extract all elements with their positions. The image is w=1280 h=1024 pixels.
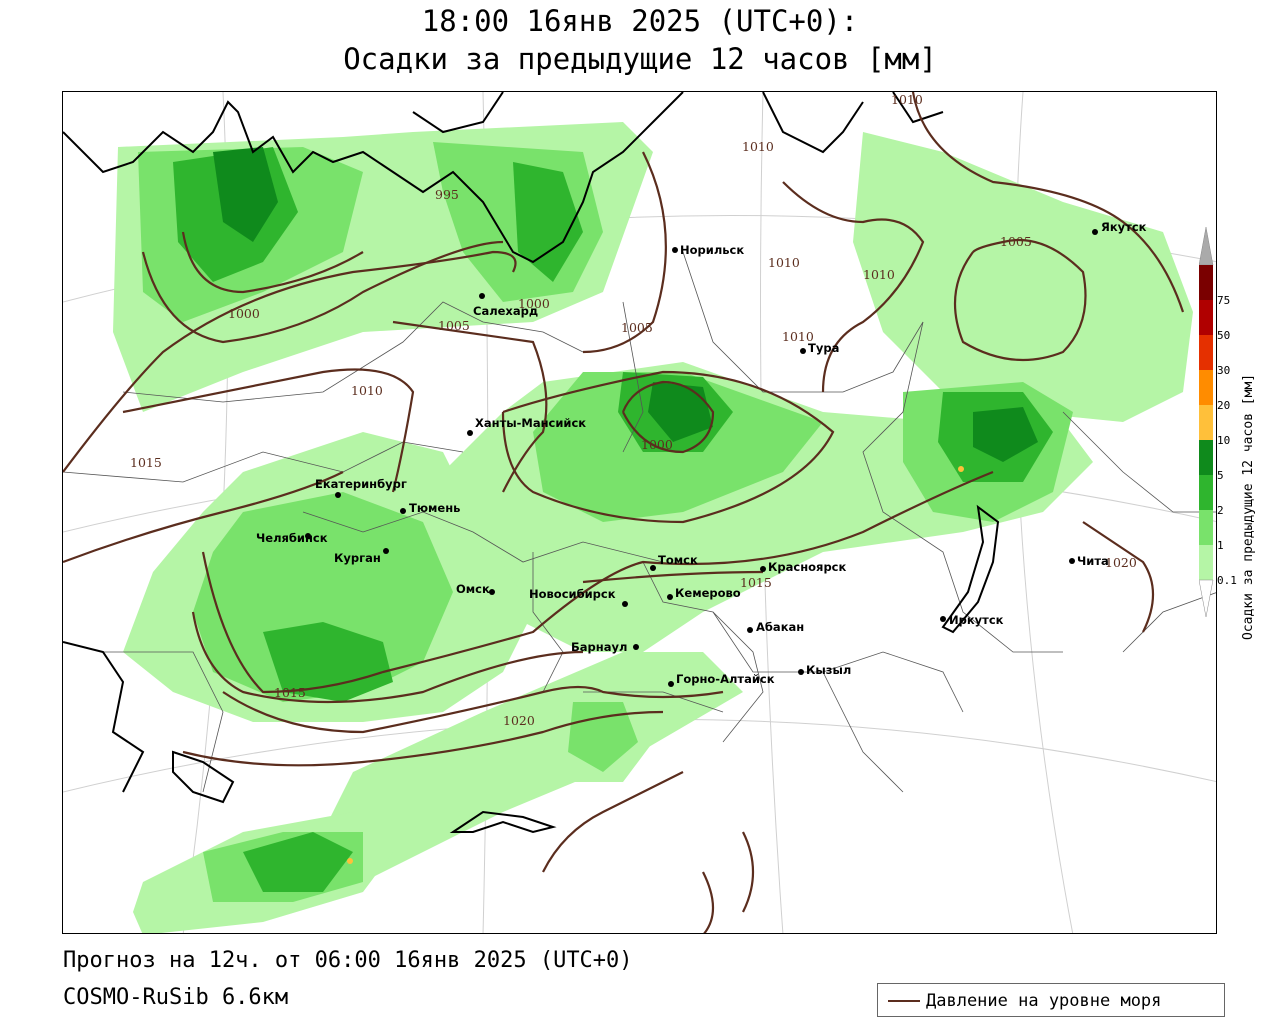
isobar-label: 1010 xyxy=(891,92,923,107)
isobar-label: 1020 xyxy=(1105,555,1137,570)
city-dot xyxy=(940,616,946,622)
isobar-label: 1000 xyxy=(641,437,673,452)
colorbar-tick-label: 0.1 xyxy=(1217,574,1237,587)
city-dot xyxy=(1092,229,1098,235)
city-label: Чита xyxy=(1077,554,1109,568)
city-label: Челябинск xyxy=(256,531,328,545)
isobars xyxy=(63,92,1185,933)
city-dot xyxy=(798,669,804,675)
city-dot xyxy=(1069,558,1075,564)
forecast-map: 995 1000 1000 1000 1005 1005 1005 1010 1… xyxy=(62,91,1217,934)
colorbar-tick-label: 75 xyxy=(1217,294,1230,307)
isobar-label: 1005 xyxy=(1000,234,1032,249)
forecast-info: Прогноз на 12ч. от 06:00 16янв 2025 (UTC… xyxy=(63,948,633,973)
city-dot xyxy=(760,566,766,572)
precip-veryheavy xyxy=(213,147,1038,462)
city-dot xyxy=(479,293,485,299)
city-dot xyxy=(400,508,406,514)
isobar-label: 1015 xyxy=(274,685,306,700)
isobar-label: 1015 xyxy=(740,575,772,590)
city-label: Екатеринбург xyxy=(315,477,407,491)
isobar-label: 1010 xyxy=(742,139,774,154)
colorbar-box xyxy=(1199,265,1213,300)
colorbar-box xyxy=(1199,545,1213,580)
city-label: Ханты-Мансийск xyxy=(475,416,586,430)
colorbar-tick-label: 5 xyxy=(1217,469,1224,482)
city-label: Томск xyxy=(658,553,698,567)
isobar-label: 1000 xyxy=(228,306,260,321)
legend-label: Давление на уровне моря xyxy=(926,991,1162,1011)
colorbar-box xyxy=(1199,510,1213,545)
city-label: Якутск xyxy=(1101,220,1147,234)
coastlines xyxy=(63,92,1000,834)
isobar-label: 1005 xyxy=(438,318,470,333)
city-dot xyxy=(672,247,678,253)
city-label: Иркутск xyxy=(949,613,1004,627)
city-label: Горно-Алтайск xyxy=(676,672,775,686)
model-name: COSMO-RuSib 6.6км xyxy=(63,985,289,1010)
city-label: Норильск xyxy=(680,243,744,257)
colorbar-box xyxy=(1199,475,1213,510)
legend-line-swatch xyxy=(888,1000,920,1002)
colorbar-tick-label: 1 xyxy=(1217,539,1224,552)
city-label: Барнаул xyxy=(571,640,627,654)
city-dot xyxy=(305,533,311,539)
colorbar-box xyxy=(1199,335,1213,370)
precip-max-spot xyxy=(347,858,353,864)
colorbar-box xyxy=(1199,300,1213,335)
colorbar-tick-label: 30 xyxy=(1217,364,1230,377)
map-canvas: 995 1000 1000 1000 1005 1005 1005 1010 1… xyxy=(63,92,1216,933)
isobar-label: 1005 xyxy=(621,320,653,335)
colorbar-top-arrow xyxy=(1199,226,1214,266)
city-dot xyxy=(800,348,806,354)
isobar-label: 1010 xyxy=(351,383,383,398)
isobar-label: 1000 xyxy=(518,296,550,311)
city-dot xyxy=(668,681,674,687)
city-dot xyxy=(467,430,473,436)
isobar-label: 1010 xyxy=(768,255,800,270)
city-label: Курган xyxy=(334,551,381,565)
city-label: Салехард xyxy=(473,304,538,318)
city-label: Омск xyxy=(456,582,490,596)
city-dot xyxy=(622,601,628,607)
city-dot xyxy=(747,627,753,633)
city-label: Кызыл xyxy=(806,663,851,677)
map-subtitle: Осадки за предыдущие 12 часов [мм] xyxy=(343,42,937,76)
city-dot xyxy=(335,492,341,498)
colorbar-title: Осадки за предыдущие 12 часов [мм] xyxy=(1241,373,1256,640)
pressure-legend: Давление на уровне моря xyxy=(877,983,1225,1017)
isobar-label: 995 xyxy=(435,187,459,202)
city-label: Кемерово xyxy=(675,586,741,600)
city-label: Абакан xyxy=(756,620,804,634)
colorbar-bottom-arrow xyxy=(1199,579,1214,618)
colorbar-tick-label: 20 xyxy=(1217,399,1230,412)
colorbar-tick-label: 10 xyxy=(1217,434,1230,447)
city-dot xyxy=(667,594,673,600)
isobar-label: 1015 xyxy=(130,455,162,470)
precip-colorbar: 0.1 1 2 5 10 20 30 50 75 xyxy=(1199,226,1237,618)
city-dot xyxy=(633,644,639,650)
city-label: Тура xyxy=(808,341,839,355)
precip-max-spot xyxy=(958,466,964,472)
city-dot xyxy=(383,548,389,554)
colorbar-tick-label: 50 xyxy=(1217,329,1230,342)
colorbar-box xyxy=(1199,370,1213,405)
city-label: Новосибирск xyxy=(529,587,616,601)
map-title: 18:00 16янв 2025 (UTC+0): xyxy=(421,4,859,38)
admin-borders xyxy=(63,251,1216,793)
city-dot xyxy=(650,565,656,571)
city-dot xyxy=(489,589,495,595)
city-label: Красноярск xyxy=(768,560,846,574)
colorbar-box xyxy=(1199,440,1213,475)
isobar-label: 1010 xyxy=(782,329,814,344)
colorbar-box xyxy=(1199,405,1213,440)
isobar-label: 1020 xyxy=(503,713,535,728)
colorbar-tick-label: 2 xyxy=(1217,504,1224,517)
city-label: Тюмень xyxy=(409,501,460,515)
isobar-label: 1010 xyxy=(863,267,895,282)
cities: Норильск Якутск Салехард Тура Ханты-Манс… xyxy=(256,220,1147,687)
isobar-labels: 995 1000 1000 1000 1005 1005 1005 1010 1… xyxy=(130,92,1137,728)
